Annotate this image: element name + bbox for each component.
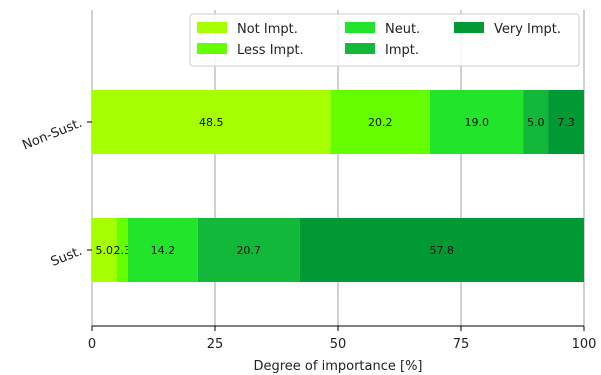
bar-segment: [92, 218, 117, 282]
legend-swatch: [454, 22, 484, 33]
legend-swatch: [197, 22, 227, 33]
legend-label: Not Impt.: [237, 22, 298, 37]
data-label: 7.3: [557, 116, 575, 129]
data-label: 57.8: [430, 244, 455, 257]
x-tick-label: 100: [572, 337, 597, 352]
bar-segment: [430, 90, 524, 154]
legend-label: Impt.: [385, 43, 419, 58]
data-label: 20.7: [236, 244, 261, 257]
bar-segment: [127, 218, 198, 282]
legend-swatch: [345, 22, 375, 33]
data-label: 20.2: [368, 116, 393, 129]
category-label: Non-Sust.: [20, 116, 84, 154]
bar-segment: [548, 90, 584, 154]
x-tick-label: 75: [453, 337, 470, 352]
x-axis-title: Degree of importance [%]: [253, 359, 422, 374]
legend-label: Less Impt.: [237, 43, 304, 58]
bar-segment: [197, 218, 300, 282]
bar-segment: [299, 218, 584, 282]
bars: 48.5 20.2 19.0 5.0 7.35.0 2.3 14.2 20.7 57.8: [92, 90, 584, 282]
legend-label: Neut.: [385, 22, 420, 37]
bar-segment: [330, 90, 431, 154]
bar-segment: [116, 218, 128, 282]
data-label: 2.3: [114, 244, 132, 257]
x-tick-label: 0: [88, 337, 96, 352]
x-tick-label: 25: [207, 337, 224, 352]
legend-swatch: [345, 43, 375, 54]
data-label: 5.0: [527, 116, 545, 129]
x-ticks: 0 25 50 75 100: [88, 326, 597, 352]
data-label: 48.5: [199, 116, 224, 129]
legend-swatch: [197, 43, 227, 54]
data-label: 14.2: [151, 244, 176, 257]
category-label: Sust.: [49, 244, 85, 270]
data-label: 19.0: [464, 116, 489, 129]
category-labels: Non-Sust. Sust.: [20, 116, 92, 270]
legend: Not Impt. Less Impt. Neut. Impt. Very Impt.: [189, 13, 580, 67]
bar-segment: [523, 90, 549, 154]
x-tick-label: 50: [330, 337, 347, 352]
data-label: 5.0: [96, 244, 114, 257]
bar-segment: [92, 90, 331, 154]
legend-label: Very Impt.: [494, 22, 561, 37]
